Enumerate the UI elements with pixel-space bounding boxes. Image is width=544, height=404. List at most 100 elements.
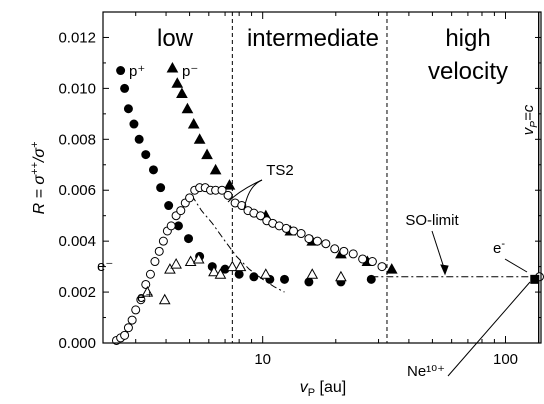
x-tick-label: 10 bbox=[254, 351, 271, 368]
series-label: e⁺ bbox=[137, 289, 153, 306]
arrow-ne bbox=[447, 281, 531, 377]
series-label: e⁻ bbox=[97, 258, 113, 275]
point-filled-triangle bbox=[171, 77, 184, 88]
point-filled-circle bbox=[141, 150, 151, 160]
point-filled-triangle bbox=[385, 263, 398, 274]
point-filled-circle bbox=[148, 165, 158, 175]
point-filled-circle bbox=[184, 234, 194, 244]
point-filled-circle bbox=[280, 274, 290, 284]
point-filled-circle bbox=[234, 269, 244, 279]
x-axis-title: vP [au] bbox=[300, 379, 346, 399]
region-label: high bbox=[445, 25, 490, 52]
annotation-c: =c bbox=[520, 104, 537, 121]
point-open-circle bbox=[150, 257, 160, 267]
point-open-triangle bbox=[259, 268, 272, 279]
point-filled-triangle bbox=[166, 61, 179, 73]
point-open-triangle bbox=[226, 260, 239, 272]
annotation-e-sup: - bbox=[501, 238, 505, 250]
y-axis-title: R = σ++/σ+ bbox=[29, 141, 48, 214]
point-open-circle bbox=[141, 279, 151, 289]
x-axis-var: v bbox=[300, 379, 309, 396]
point-open-circle bbox=[217, 185, 227, 195]
point-open-circle bbox=[289, 226, 299, 236]
point-filled-circle bbox=[164, 201, 174, 211]
point-open-circle bbox=[367, 257, 377, 267]
point-open-circle bbox=[330, 244, 340, 254]
point-filled-circle bbox=[129, 119, 139, 129]
y-tick-label: 0.004 bbox=[58, 233, 96, 250]
annotation-ts2: TS2 bbox=[266, 162, 294, 179]
y-tick-label: 0.000 bbox=[58, 335, 96, 352]
point-filled-circle bbox=[304, 277, 314, 287]
point-open-circle bbox=[358, 254, 368, 264]
point-open-circle bbox=[131, 305, 141, 315]
point-open-circle bbox=[136, 295, 146, 305]
point-filled-circle bbox=[366, 274, 376, 284]
point-filled-triangle bbox=[193, 133, 206, 144]
point-open-circle bbox=[185, 193, 195, 203]
annotation-v-equals-c: vP=c bbox=[520, 104, 540, 135]
point-open-circle bbox=[123, 323, 133, 333]
data-points bbox=[111, 61, 544, 345]
axes: 0.000 0.002 0.004 0.006 0.008 0.010 0.012 10 100… bbox=[29, 11, 542, 399]
x-axis-sub: P bbox=[308, 387, 315, 399]
point-open-triangle bbox=[170, 258, 182, 269]
point-open-circle bbox=[304, 234, 314, 244]
point-open-circle bbox=[377, 262, 387, 272]
point-filled-triangle bbox=[201, 148, 213, 160]
annotation-so-limit: SO-limit bbox=[405, 212, 459, 229]
x-tick-label: 100 bbox=[493, 351, 518, 368]
region-label: velocity bbox=[428, 58, 508, 85]
region-boundaries bbox=[231, 12, 540, 343]
arrow-so-limit bbox=[431, 230, 446, 272]
point-open-triangle bbox=[192, 252, 205, 264]
annotation-e: e- bbox=[493, 238, 505, 257]
point-open-triangle bbox=[158, 293, 171, 305]
y-axis-main: R = σ bbox=[31, 174, 48, 215]
point-open-circle bbox=[176, 206, 186, 216]
point-filled-square bbox=[530, 274, 540, 284]
arrow-e bbox=[504, 258, 528, 273]
point-open-circle bbox=[256, 211, 266, 221]
point-filled-circle bbox=[134, 134, 144, 144]
point-filled-triangle bbox=[209, 163, 222, 175]
point-open-circle bbox=[166, 221, 176, 231]
point-open-circle bbox=[158, 236, 168, 246]
point-open-triangle bbox=[164, 263, 176, 274]
annotation-e-letter: e bbox=[493, 240, 501, 257]
y-axis-sup: + bbox=[29, 141, 41, 148]
point-open-triangle bbox=[141, 286, 154, 297]
region-label: low bbox=[157, 25, 194, 52]
point-filled-triangle bbox=[223, 179, 236, 190]
y-axis-mid: /σ bbox=[31, 147, 48, 163]
y-tick-label: 0.006 bbox=[58, 182, 96, 199]
region-label: intermediate bbox=[247, 25, 379, 52]
y-tick-label: 0.012 bbox=[58, 29, 96, 46]
arrow-ts2 bbox=[227, 179, 263, 203]
point-open-circle bbox=[339, 246, 349, 256]
point-open-circle bbox=[154, 246, 164, 256]
point-open-triangle bbox=[214, 268, 227, 279]
annotation-v: v bbox=[520, 126, 537, 135]
curve-ts2 bbox=[191, 195, 285, 293]
point-filled-triangle bbox=[176, 87, 188, 98]
point-open-circle bbox=[237, 201, 247, 211]
arrowhead-so-limit bbox=[440, 264, 449, 276]
point-open-triangle bbox=[184, 255, 197, 267]
point-open-circle bbox=[223, 190, 233, 200]
point-filled-triangle bbox=[181, 102, 194, 114]
x-axis-unit: [au] bbox=[315, 379, 346, 396]
series-label: p⁻ bbox=[182, 63, 198, 80]
point-open-circle bbox=[281, 223, 291, 233]
point-filled-circle bbox=[120, 83, 130, 93]
point-filled-circle bbox=[116, 66, 126, 76]
annotation-p: P bbox=[529, 121, 540, 128]
y-tick-label: 0.010 bbox=[58, 80, 96, 97]
series-label: Ne¹⁰⁺ bbox=[407, 363, 445, 380]
y-axis-sup: ++ bbox=[29, 162, 41, 175]
point-open-circle bbox=[296, 229, 306, 239]
series-label: p⁺ bbox=[129, 63, 145, 80]
y-tick-label: 0.002 bbox=[58, 284, 96, 301]
point-filled-circle bbox=[156, 183, 166, 193]
